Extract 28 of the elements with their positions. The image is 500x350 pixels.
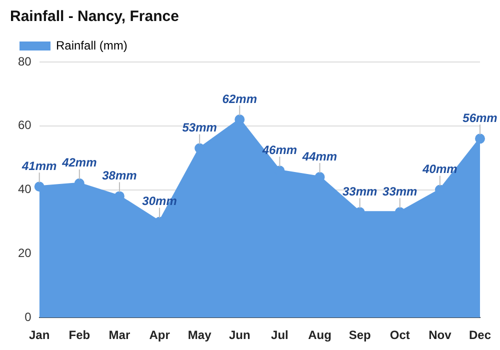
x-tick-label: Aug: [308, 328, 332, 342]
data-label: 33mm: [382, 184, 418, 198]
x-tick-label: Jun: [228, 328, 250, 342]
y-tick-label: 0: [24, 310, 32, 324]
x-tick-label: Nov: [428, 328, 452, 342]
chart-title: Rainfall - Nancy, France: [10, 8, 179, 26]
x-tick-label: Apr: [149, 328, 170, 342]
x-tick-label: Jul: [271, 328, 288, 342]
data-label: 41mm: [21, 158, 58, 173]
y-tick-label: 80: [18, 54, 32, 68]
y-tick-label: 60: [18, 118, 32, 132]
data-label: 42mm: [61, 156, 98, 170]
data-label: 62mm: [222, 92, 258, 106]
y-tick-label: 20: [18, 246, 32, 260]
data-label: 56mm: [462, 110, 498, 125]
data-label: 44mm: [301, 149, 338, 164]
legend-label: Rainfall (mm): [56, 38, 128, 52]
y-tick-label: 40: [18, 182, 32, 196]
data-label: 38mm: [102, 168, 138, 183]
x-tick-label: Sep: [348, 328, 371, 342]
x-tick-label: May: [188, 328, 212, 342]
data-label: 33mm: [342, 184, 378, 198]
x-tick-label: Feb: [68, 328, 90, 342]
x-tick-label: Dec: [468, 328, 492, 342]
x-tick-label: Mar: [108, 328, 130, 342]
x-tick-label: Jan: [29, 328, 50, 342]
data-label: 53mm: [182, 120, 218, 135]
x-tick-label: Oct: [390, 328, 410, 342]
